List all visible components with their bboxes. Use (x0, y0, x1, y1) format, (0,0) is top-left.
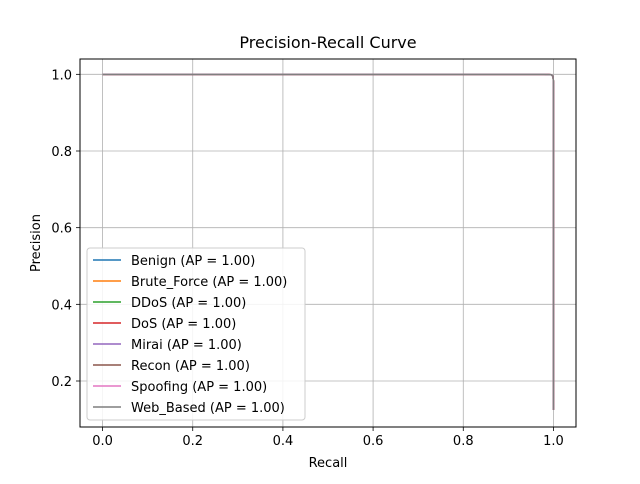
y-axis-ticks: 0.2 0.4 0.6 0.8 1.0 (51, 68, 80, 390)
y-tick-label-2: 0.6 (51, 222, 72, 237)
legend-box (86, 247, 306, 421)
plot-frame (79, 58, 577, 428)
x-axis-ticks: 0.0 0.2 0.4 0.6 0.8 1.0 (92, 427, 564, 449)
legend-label-0: Benign (AP = 1.00) (131, 254, 255, 269)
legend-label-1: Brute_Force (AP = 1.00) (131, 275, 287, 290)
legend-label-2: DDoS (AP = 1.00) (131, 296, 246, 311)
x-tick-label-5: 1.0 (543, 434, 564, 449)
series-line-7 (102, 73, 555, 410)
series-lines (102, 73, 555, 410)
legend: Benign (AP = 1.00) Brute_Force (AP = 1.00… (86, 247, 306, 421)
x-tick-label-0: 0.0 (92, 434, 113, 449)
y-tick-label-4: 1.0 (51, 68, 72, 83)
x-tick-label-3: 0.6 (363, 434, 384, 449)
y-axis-label: Precision (29, 214, 44, 272)
y-tick-label-3: 0.8 (51, 145, 72, 160)
legend-label-4: Mirai (AP = 1.00) (131, 338, 242, 353)
x-tick-label-2: 0.4 (273, 434, 294, 449)
legend-label-3: DoS (AP = 1.00) (131, 317, 236, 332)
chart-title: Precision-Recall Curve (239, 33, 416, 52)
x-tick-label-1: 0.2 (182, 434, 203, 449)
legend-label-6: Spoofing (AP = 1.00) (131, 380, 267, 395)
y-tick-label-0: 0.2 (51, 375, 72, 390)
legend-label-5: Recon (AP = 1.00) (131, 359, 250, 374)
x-axis-label: Recall (309, 456, 348, 471)
legend-label-7: Web_Based (AP = 1.00) (131, 401, 285, 416)
x-tick-label-4: 0.8 (453, 434, 474, 449)
y-tick-label-1: 0.4 (51, 298, 72, 313)
